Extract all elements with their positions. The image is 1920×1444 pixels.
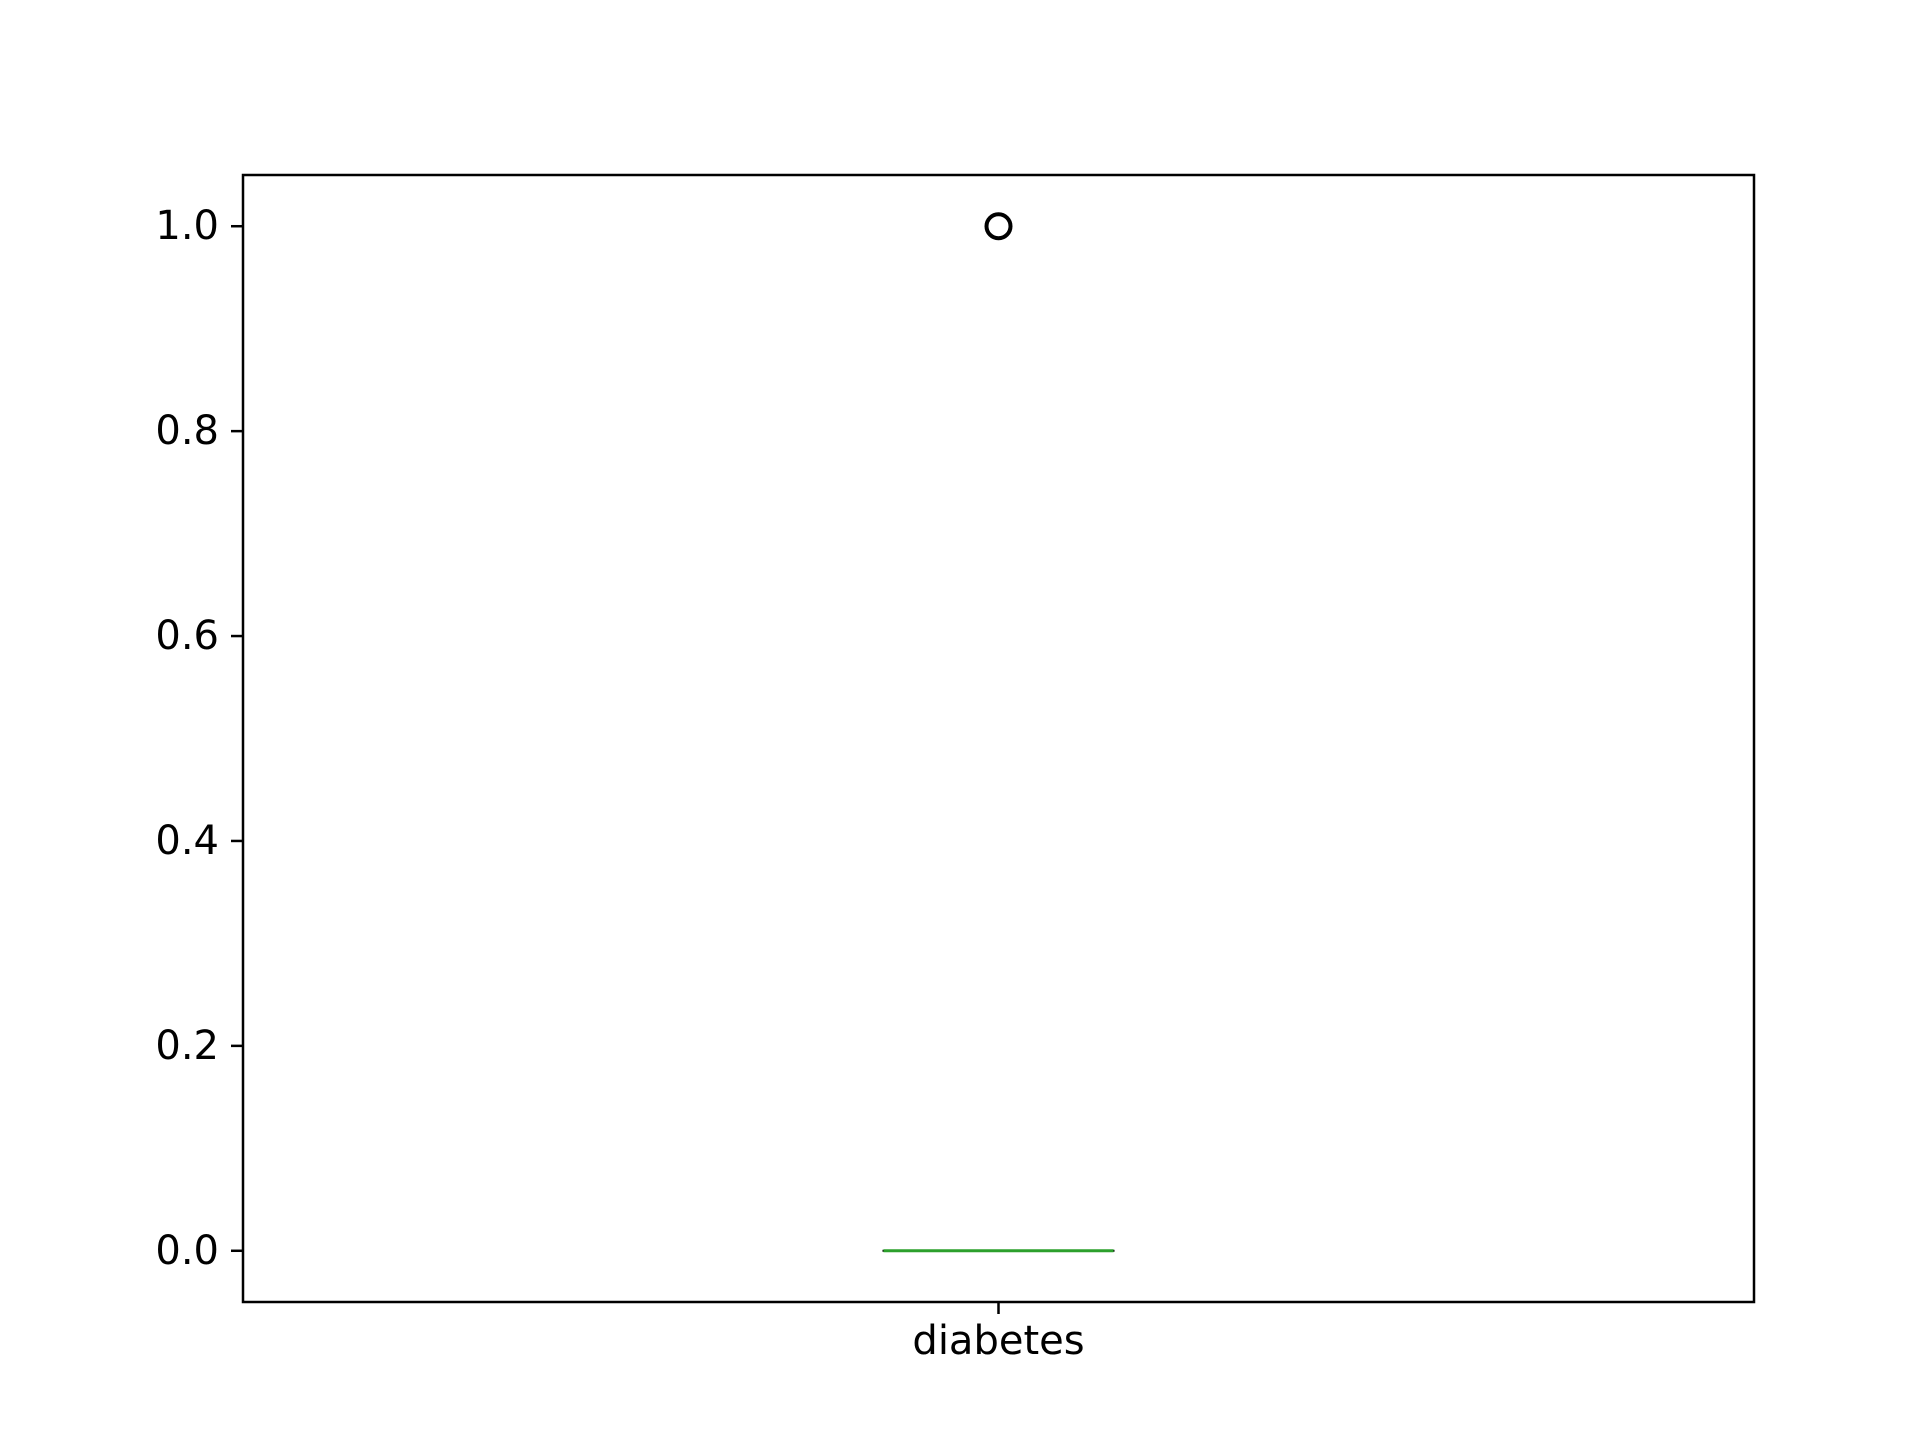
- y-tick-label: 0.8: [155, 408, 219, 454]
- y-tick-label: 0.6: [155, 613, 219, 659]
- y-tick-label: 1.0: [155, 203, 219, 249]
- outlier-point: [987, 214, 1011, 238]
- y-tick-label: 0.0: [155, 1228, 219, 1274]
- axes-frame: [243, 175, 1754, 1302]
- y-tick-label: 0.4: [155, 818, 219, 864]
- y-tick-label: 0.2: [155, 1023, 219, 1069]
- x-tick-label: diabetes: [912, 1318, 1084, 1364]
